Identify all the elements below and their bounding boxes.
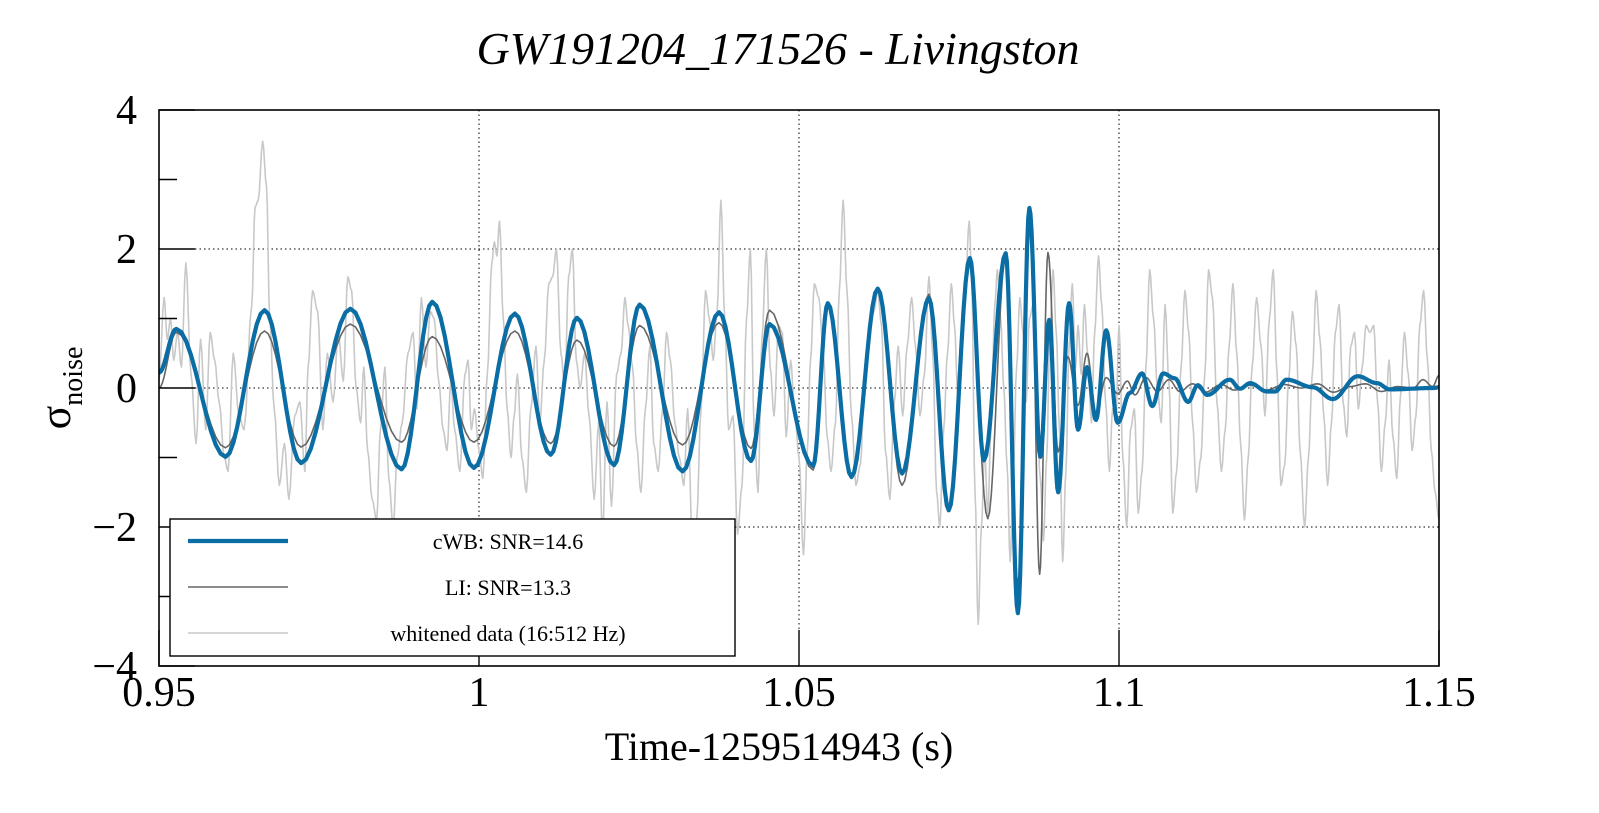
legend-label: cWB: SNR=14.6 xyxy=(433,529,584,554)
x-tick-label: 0.95 xyxy=(122,670,196,716)
legend: cWB: SNR=14.6 LI: SNR=13.3 whitened data (… xyxy=(169,518,736,657)
x-tick-labels: 0.95 1 1.05 1.1 1.15 xyxy=(122,670,1476,716)
y-tick-label: −4 xyxy=(92,644,137,690)
legend-label: LI: SNR=13.3 xyxy=(445,575,571,600)
grid-lines xyxy=(159,110,1439,666)
y-tick-labels: 4 2 0 −2 −4 xyxy=(92,88,137,690)
y-tick-label: −2 xyxy=(92,505,137,551)
y-tick-label: 0 xyxy=(116,366,137,412)
svg-text:σnoise: σnoise xyxy=(31,347,89,430)
x-tick-label: 1.1 xyxy=(1093,670,1146,716)
y-tick-label: 2 xyxy=(116,227,137,273)
y-axis-label-subscript: noise xyxy=(58,347,89,406)
series-line-cwb-snr-14-6 xyxy=(159,205,1439,616)
x-tick-label: 1 xyxy=(469,670,490,716)
legend-label: whitened data (16:512 Hz) xyxy=(390,621,625,646)
chart-title: GW191204_171526 - Livingston xyxy=(476,23,1079,74)
x-tick-label: 1.05 xyxy=(762,670,836,716)
y-tick-label: 4 xyxy=(116,88,137,134)
series-line-whitened-data-16-512-hz xyxy=(159,140,1439,626)
series-layer xyxy=(159,140,1439,626)
y-axis-label-symbol: σ xyxy=(31,405,80,429)
x-tick-label: 1.15 xyxy=(1402,670,1476,716)
x-axis-label: Time-1259514943 (s) xyxy=(605,724,954,769)
y-axis-label: σnoise xyxy=(31,347,89,430)
